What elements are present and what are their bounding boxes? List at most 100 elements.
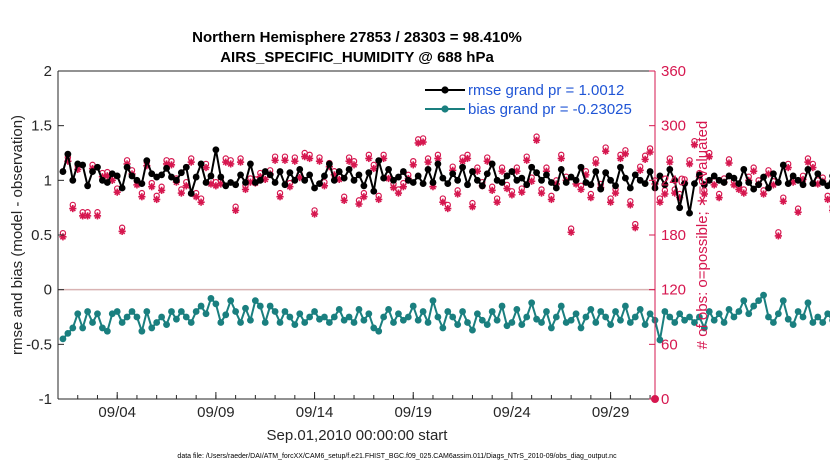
rmse-point: [656, 172, 664, 180]
obs-evaluated-marker: [616, 154, 625, 163]
rmse-point: [232, 181, 240, 189]
rmse-point: [128, 172, 136, 180]
rmse-point: [473, 176, 481, 184]
bias-point: [429, 297, 437, 304]
bias-point: [765, 313, 772, 321]
obs-evaluated-marker: [310, 210, 319, 218]
bias-point: [572, 310, 580, 318]
obs-evaluated-marker: [236, 158, 245, 166]
obs-evaluated-marker: [518, 188, 526, 196]
rmse-point: [819, 179, 827, 186]
rmse-point: [676, 204, 684, 212]
obs-evaluated-marker: [419, 138, 427, 146]
left-y-tick-label: 1.5: [31, 118, 52, 135]
bias-point: [330, 313, 338, 321]
rmse-point: [597, 185, 605, 193]
left-y-tick-label: 1: [44, 172, 52, 189]
obs-evaluated-marker: [227, 160, 235, 168]
rmse-point: [79, 161, 87, 169]
rmse-point: [784, 180, 792, 188]
obs-evaluated-marker: [567, 228, 575, 236]
rmse-point: [173, 176, 180, 184]
bias-point: [478, 316, 486, 324]
rmse-point: [345, 166, 353, 173]
bias-point: [641, 321, 649, 329]
bias-point: [740, 297, 748, 304]
bias-point: [94, 310, 101, 318]
rmse-point: [424, 166, 432, 173]
bias-point: [617, 316, 624, 324]
obs-evaluated-marker: [271, 156, 279, 164]
bias-point: [79, 324, 87, 332]
bias-point: [399, 316, 407, 324]
bias-point: [192, 308, 200, 315]
rmse-point: [143, 157, 151, 165]
bias-point: [459, 308, 466, 315]
bias-point: [533, 315, 540, 323]
bias-point: [118, 319, 126, 326]
obs-evaluated-marker: [611, 189, 620, 197]
obs-evaluated-marker: [192, 193, 200, 201]
obs-evaluated-marker: [641, 155, 649, 163]
right-y-tick-label: 60: [661, 336, 678, 353]
bias-point: [227, 297, 235, 304]
rmse-point: [478, 182, 486, 190]
rmse-point: [469, 168, 476, 175]
obs-evaluated-marker: [59, 233, 67, 241]
obs-evaluated-marker: [606, 198, 615, 206]
bias-point: [646, 310, 654, 318]
rmse-point: [636, 176, 644, 184]
right-y-tick-label: 120: [661, 282, 686, 299]
legend: rmse grand pr = 1.0012 bias grand pr = -…: [425, 82, 632, 118]
obs-evaluated-marker: [503, 184, 511, 193]
bias-point: [503, 322, 511, 330]
bias-point: [222, 311, 230, 319]
bias-point: [809, 319, 817, 326]
obs-evaluated-marker: [725, 159, 733, 167]
obs-evaluated-marker: [93, 212, 102, 220]
left-y-axis-label: rmse and bias (model - observation): [9, 115, 26, 355]
rmse-point: [163, 164, 170, 172]
obs-evaluated-marker: [532, 136, 541, 144]
bias-point: [696, 313, 703, 321]
obs-evaluated-marker: [468, 203, 477, 211]
bias-point: [473, 310, 481, 318]
bias-point: [464, 319, 471, 326]
bias-point: [217, 319, 225, 326]
rmse-point: [552, 184, 560, 192]
bias-point: [735, 308, 743, 315]
bias-point: [760, 291, 767, 299]
rmse-point: [59, 168, 67, 175]
bias-point: [306, 313, 314, 321]
bias-point: [557, 302, 565, 310]
obs-evaluated-marker: [113, 188, 121, 196]
bias-point: [799, 313, 807, 321]
obs-evaluated-marker: [138, 193, 146, 201]
rmse-point: [508, 168, 516, 175]
rmse-point: [444, 180, 452, 188]
bias-point: [814, 313, 822, 321]
rmse-point: [740, 166, 748, 173]
bias-point: [237, 319, 244, 326]
x-tick-label: 09/29: [592, 404, 630, 421]
rmse-series: [59, 146, 830, 217]
rmse-point: [429, 179, 437, 186]
right-y-tick-label: 240: [661, 172, 686, 189]
rmse-point: [814, 170, 822, 178]
obs-evaluated-marker: [360, 193, 368, 201]
left-y-tick-label: 0: [44, 282, 52, 299]
rmse-point: [592, 168, 600, 175]
rmse-point: [237, 171, 244, 179]
rmse-point: [794, 176, 802, 184]
obs-evaluated-marker: [350, 161, 358, 169]
rmse-point: [340, 174, 348, 182]
rmse-point: [123, 163, 131, 171]
bias-point: [602, 313, 610, 321]
bias-point: [251, 297, 259, 304]
rmse-point: [631, 171, 639, 179]
rmse-point: [661, 181, 669, 189]
bias-point: [197, 302, 205, 310]
rmse-point: [567, 173, 575, 181]
obs-evaluated-marker: [779, 197, 787, 205]
left-y-tick-label: 0.5: [31, 227, 52, 244]
